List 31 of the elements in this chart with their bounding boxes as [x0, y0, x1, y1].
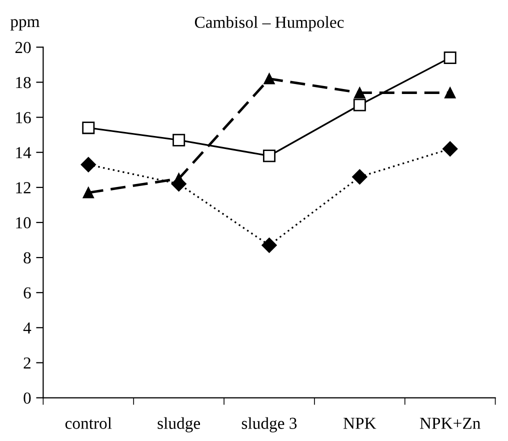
point: [442, 141, 458, 156]
y-tick-label: 18: [16, 76, 31, 88]
y-axis-title: ppm: [10, 19, 40, 31]
x-tick-label: NPK: [343, 418, 376, 429]
point: [80, 157, 96, 172]
point: [172, 134, 186, 146]
y-tick-label: 0: [24, 392, 31, 404]
point: [82, 122, 95, 134]
y-tick-label: 10: [16, 217, 31, 228]
point: [444, 87, 456, 98]
point: [262, 150, 276, 162]
y-tick-label: 14: [16, 147, 32, 158]
point: [262, 238, 277, 253]
y-tick-label: 4: [23, 322, 32, 334]
chart-title: Cambisol – Humpolec: [194, 16, 344, 32]
point: [352, 169, 368, 184]
x-tick-label: control: [65, 417, 112, 429]
y-tick-label: 2: [24, 357, 30, 369]
y-tick-label: 12: [16, 182, 30, 194]
y-tick-label: 6: [24, 287, 31, 299]
point: [264, 73, 275, 84]
y-tick-label: 8: [24, 252, 31, 264]
point: [444, 51, 456, 64]
x-tick-label: sludge 3: [242, 417, 297, 432]
y-tick-label: 16: [16, 112, 31, 124]
y-tick-label: 20: [15, 42, 31, 54]
point: [354, 87, 366, 98]
point: [82, 187, 94, 198]
x-tick-label: NPK+Zn: [420, 418, 480, 429]
point: [353, 98, 366, 112]
x-tick-label: sludge: [158, 417, 200, 432]
